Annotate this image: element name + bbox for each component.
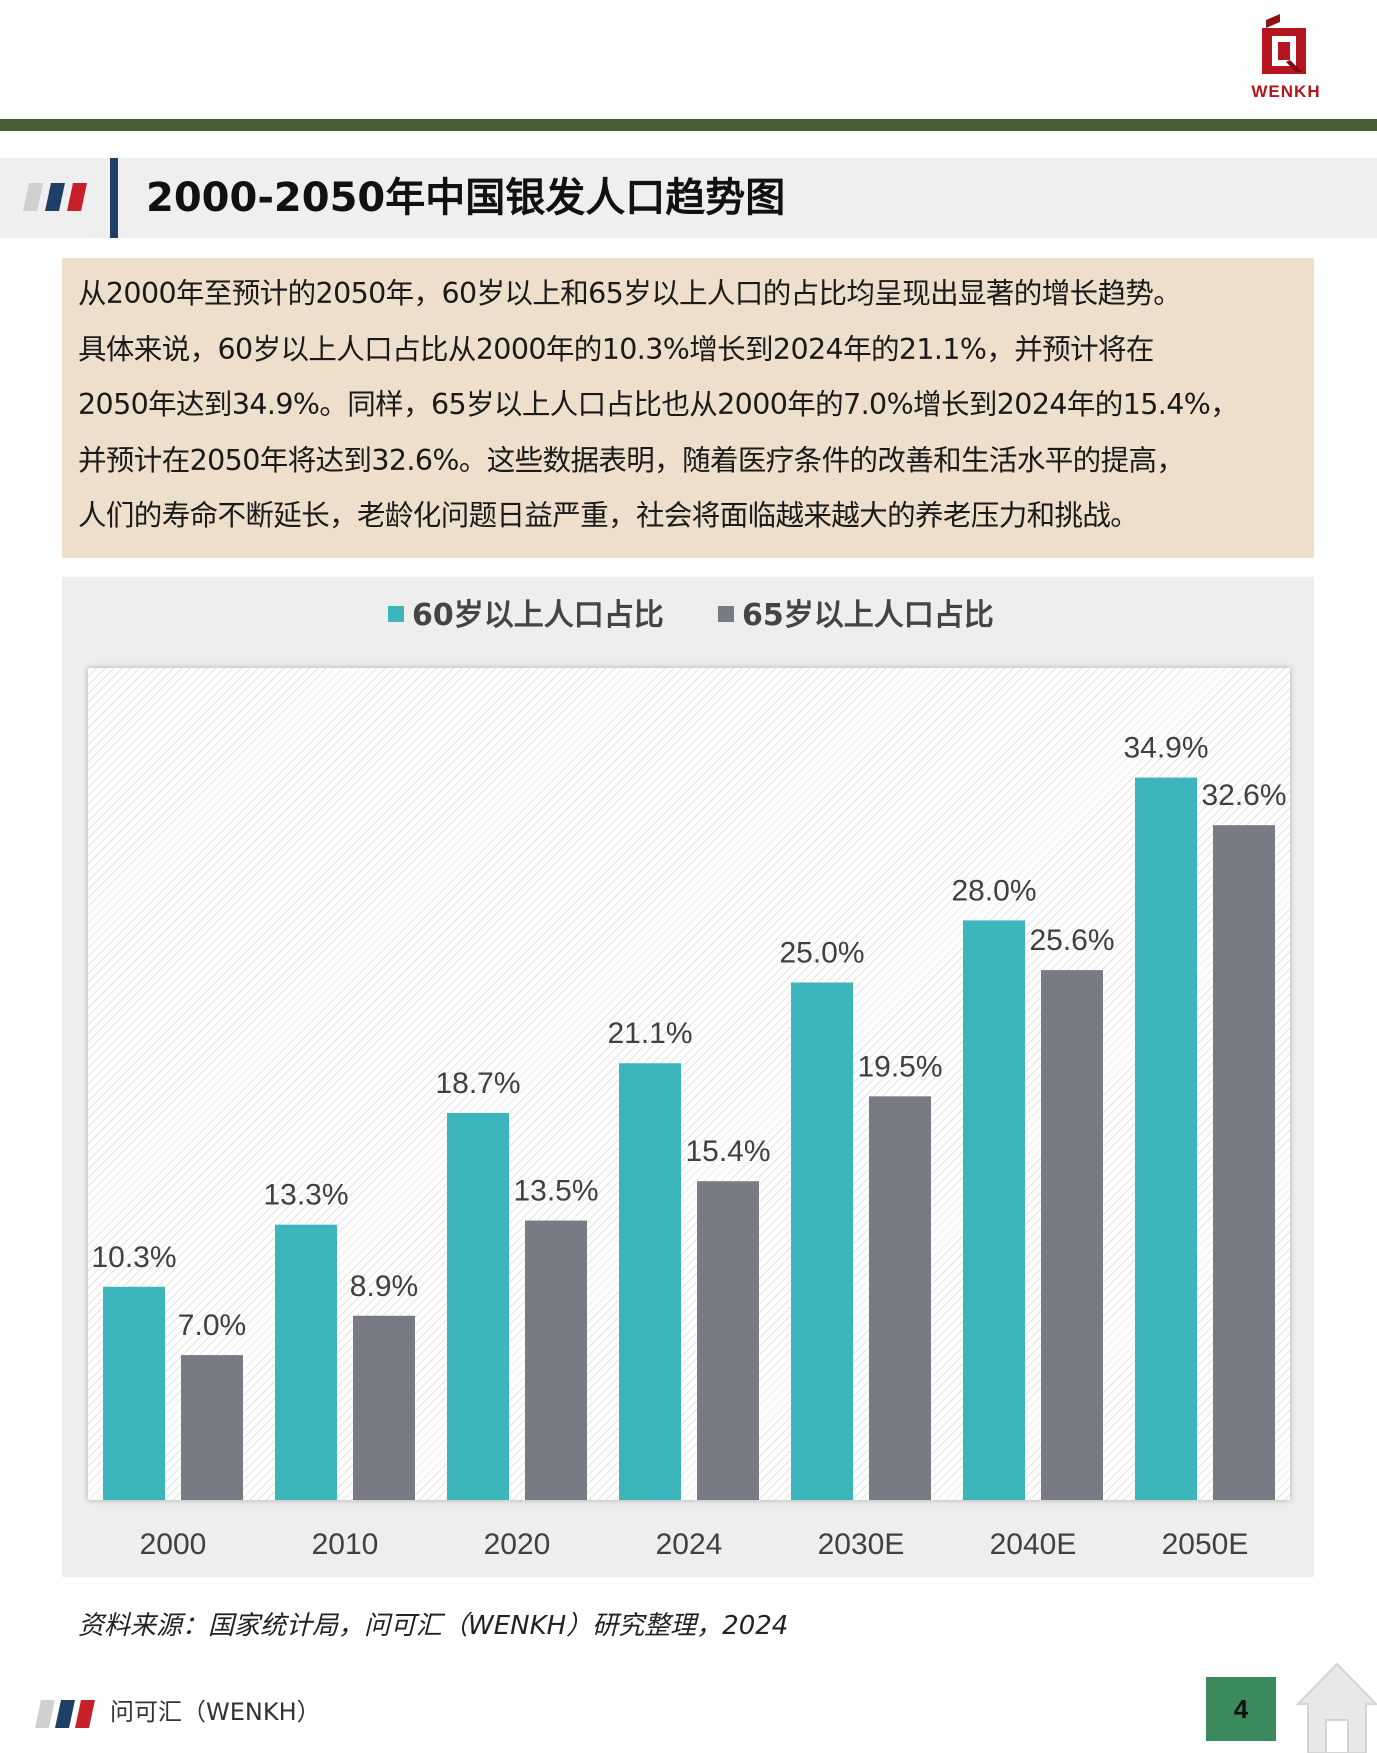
x-tick-label-2000: 2000 bbox=[140, 1528, 207, 1561]
summary-line: 具体来说，60岁以上人口占比从2000年的10.3%增长到2024年的21.1%… bbox=[78, 332, 1154, 366]
x-tick-label-2030E: 2030E bbox=[818, 1528, 905, 1561]
x-tick-label-2010: 2010 bbox=[312, 1528, 379, 1561]
title-bar bbox=[0, 158, 1377, 238]
summary-line: 人们的寿命不断延长，老龄化问题日益严重，社会将面临越来越大的养老压力和挑战。 bbox=[78, 499, 1139, 532]
summary-box bbox=[62, 258, 1314, 558]
wenkh-logo-icon bbox=[1262, 14, 1306, 74]
bar-series1-2010 bbox=[353, 1315, 415, 1500]
x-tick-label-2020: 2020 bbox=[484, 1528, 551, 1561]
summary-line: 从2000年至预计的2050年，60岁以上和65岁以上人口的占比均呈现出显著的增… bbox=[78, 277, 1182, 310]
data-label-series0-2000: 10.3% bbox=[91, 1241, 176, 1274]
bar-series0-2024 bbox=[619, 1063, 681, 1500]
bar-series0-2050E bbox=[1135, 777, 1197, 1500]
source-note: 资料来源：国家统计局，问可汇（WENKH）研究整理，2024 bbox=[78, 1611, 789, 1641]
data-label-series1-2000: 7.0% bbox=[178, 1309, 246, 1342]
summary-line: 2050年达到34.9%。同样，65岁以上人口占比也从2000年的7.0%增长到… bbox=[78, 388, 1239, 421]
logo-text: WENKH bbox=[1251, 82, 1321, 101]
data-label-series1-2020: 13.5% bbox=[513, 1175, 598, 1208]
summary-line: 并预计在2050年将达到32.6%。这些数据表明，随着医疗条件的改善和生活水平的… bbox=[78, 443, 1185, 477]
x-tick-label-2040E: 2040E bbox=[990, 1528, 1077, 1561]
bar-series0-2010 bbox=[275, 1224, 337, 1500]
legend-item-65: 65岁以上人口占比 bbox=[718, 596, 994, 636]
data-label-series0-2020: 18.7% bbox=[435, 1067, 520, 1100]
legend-swatch-60 bbox=[388, 605, 404, 622]
data-label-series1-2050E: 32.6% bbox=[1201, 779, 1286, 812]
bar-series0-2000 bbox=[103, 1286, 165, 1500]
data-label-series1-2030E: 19.5% bbox=[857, 1050, 942, 1083]
x-tick-label-2050E: 2050E bbox=[1162, 1528, 1249, 1561]
bar-series1-2020 bbox=[525, 1220, 587, 1500]
wenkh-logo: WENKH bbox=[1226, 14, 1346, 104]
chart-legend: 60岁以上人口占比 65岁以上人口占比 bbox=[0, 596, 1377, 636]
bar-series0-2020 bbox=[447, 1112, 509, 1500]
home-icon[interactable] bbox=[1296, 1658, 1377, 1753]
data-label-series0-2030E: 25.0% bbox=[779, 937, 864, 970]
page-number: 4 bbox=[1206, 1677, 1276, 1741]
footer-brand: 问可汇（WENKH） bbox=[110, 1698, 321, 1726]
legend-label-65: 65岁以上人口占比 bbox=[742, 598, 994, 633]
data-label-series1-2024: 15.4% bbox=[685, 1135, 770, 1168]
x-tick-label-2024: 2024 bbox=[656, 1528, 723, 1561]
page-title: 2000-2050年中国银发人口趋势图 bbox=[146, 175, 786, 221]
header-rule bbox=[0, 119, 1377, 131]
bar-series0-2030E bbox=[791, 982, 853, 1500]
bar-series1-2000 bbox=[181, 1355, 243, 1500]
bar-series1-2050E bbox=[1213, 825, 1275, 1500]
legend-item-60: 60岁以上人口占比 bbox=[388, 596, 664, 636]
data-label-series0-2024: 21.1% bbox=[607, 1017, 692, 1050]
legend-swatch-65 bbox=[718, 605, 734, 622]
data-label-series1-2040E: 25.6% bbox=[1029, 924, 1114, 957]
bar-series1-2030E bbox=[869, 1096, 931, 1500]
bar-series1-2040E bbox=[1041, 970, 1103, 1500]
data-label-series0-2040E: 28.0% bbox=[951, 874, 1036, 907]
data-label-series1-2010: 8.9% bbox=[350, 1270, 418, 1303]
data-label-series0-2050E: 34.9% bbox=[1123, 732, 1208, 765]
data-label-series0-2010: 13.3% bbox=[263, 1179, 348, 1212]
legend-label-60: 60岁以上人口占比 bbox=[412, 598, 664, 633]
bar-series1-2024 bbox=[697, 1181, 759, 1500]
title-divider bbox=[110, 158, 118, 238]
bar-series0-2040E bbox=[963, 920, 1025, 1500]
summary-text: 从2000年至预计的2050年，60岁以上和65岁以上人口的占比均呈现出显著的增… bbox=[78, 266, 1318, 544]
